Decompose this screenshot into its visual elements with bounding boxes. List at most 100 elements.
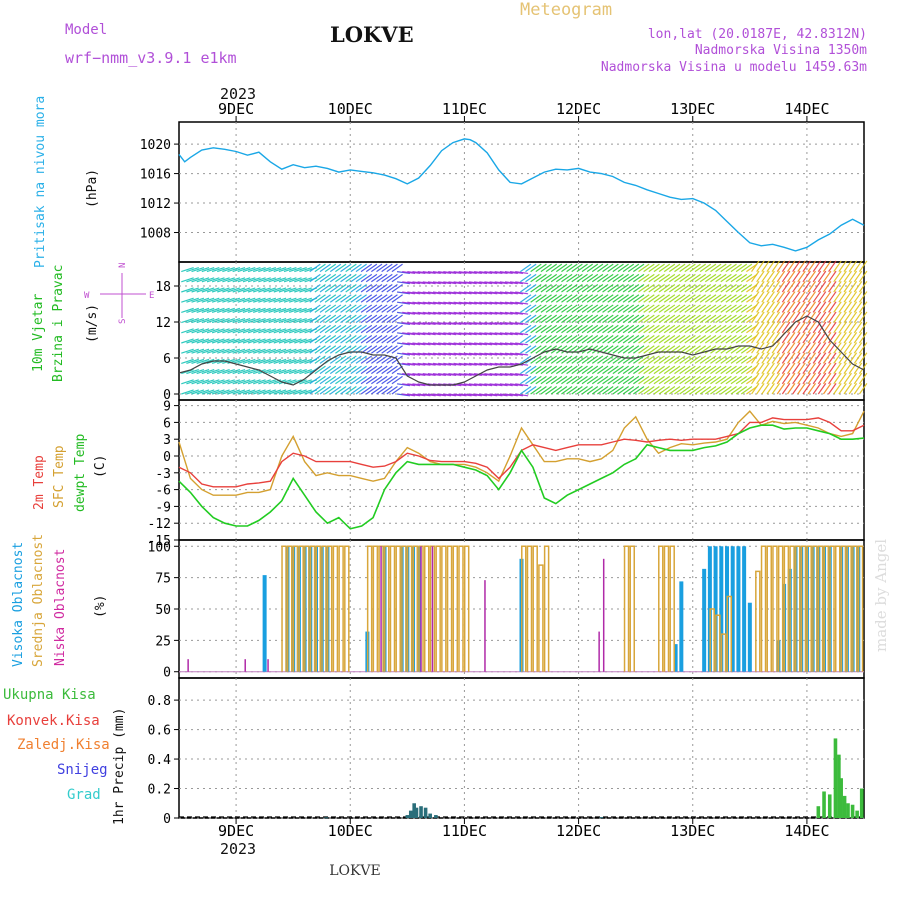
wind-arrow [663, 284, 676, 293]
wind-arrow [766, 362, 775, 374]
wind-arrow [756, 260, 765, 272]
wind-arrow [586, 284, 599, 293]
wind-arrow [766, 332, 775, 344]
wind-arrow [658, 304, 671, 313]
wind-arrow [561, 386, 573, 395]
dewpt-temp-line [178, 424, 865, 530]
wind-arrow [555, 335, 568, 344]
meteogram-title: Meteogram [520, 0, 612, 20]
wind-arrow [689, 314, 701, 324]
wind-arrow [468, 362, 482, 366]
wind-arrow [340, 386, 352, 395]
wind-arrow [376, 324, 388, 334]
wind-arrow [586, 365, 599, 375]
wind-arrow [730, 386, 742, 395]
wind-arrow [181, 267, 194, 273]
wind-arrow [828, 383, 837, 395]
wind-arrow [340, 365, 352, 375]
wind-arrow [550, 365, 563, 375]
wind-arrow [479, 301, 493, 305]
wind-arrow [581, 365, 594, 375]
wind-arrow [797, 281, 806, 293]
wind-arrow [699, 386, 712, 395]
wind-arrow [812, 291, 822, 303]
wind-arrow [186, 277, 199, 283]
wind-arrow [258, 389, 271, 395]
wind-arrow [181, 328, 194, 334]
wind-arrow [679, 284, 691, 293]
lonlat-label: lon,lat (20.0187E, 42.8312N) [648, 27, 867, 42]
cloud-bar-high [262, 575, 267, 672]
wind-arrow [355, 355, 367, 364]
wind-arrow [802, 352, 811, 364]
cloud-bar-mid [389, 545, 396, 672]
wind-arrow [684, 273, 696, 283]
wind-arrow [561, 365, 573, 375]
wind-arrow [612, 375, 624, 385]
wind-arrow [396, 281, 411, 285]
wind-arrow [474, 342, 488, 346]
wind-arrow [787, 332, 796, 344]
wind-arrow [653, 273, 665, 283]
wind-arrow [607, 284, 619, 293]
wind-arrow [828, 291, 837, 303]
wind-arrow [833, 260, 842, 272]
wind-arrow [391, 273, 403, 283]
wind-arrow [848, 301, 858, 313]
wind-arrow [776, 301, 786, 313]
wind-arrow [278, 277, 292, 283]
wind-arrow [674, 335, 686, 344]
wind-arrow [525, 294, 537, 303]
wind-arrow [545, 273, 558, 283]
wind-arrow [196, 277, 210, 283]
wind-arrow [314, 335, 326, 344]
wind-arrow [432, 291, 446, 295]
wind-arrow [710, 386, 722, 395]
top-date-label: 11DEC [442, 100, 487, 118]
wind-arrow [843, 270, 852, 283]
wind-arrow [643, 284, 655, 293]
wind-arrow [355, 284, 367, 293]
wind-arrow [776, 311, 786, 323]
wind-arrow [365, 386, 378, 395]
wind-arrow [206, 389, 220, 395]
wind-arrow [258, 369, 271, 375]
wind-arrow [432, 393, 446, 397]
wind-arrow [756, 383, 765, 395]
wind-arrow [335, 355, 347, 364]
wind-arrow [196, 389, 210, 395]
wind-arrow [448, 393, 462, 397]
wind-arrow [489, 281, 503, 285]
wind-arrow [268, 287, 282, 293]
wind-arrow [509, 332, 524, 336]
wind-arrow [345, 375, 357, 385]
wind-arrow [853, 321, 863, 334]
wind-arrow [273, 318, 287, 324]
wind-arrow [329, 324, 342, 334]
wind-arrow [258, 318, 271, 324]
wind-arrow [858, 291, 868, 303]
wind-arrow [386, 355, 398, 364]
cloud-bar-mid [669, 545, 675, 672]
wind-arrow [540, 335, 552, 344]
wind-arrow [658, 314, 671, 324]
wind-arrow [335, 375, 347, 385]
wind-arrow [612, 294, 624, 303]
wind-arrow [530, 375, 542, 385]
wind-arrow [674, 386, 686, 395]
wind-arrow [740, 365, 753, 375]
wind-arrow [412, 271, 426, 275]
wind-arrow [232, 389, 246, 395]
wind-arrow [427, 342, 441, 346]
wind-arrow [555, 386, 568, 395]
wind-arrow [365, 375, 378, 385]
wind-arrow [858, 342, 868, 354]
wind-arrow [715, 304, 727, 313]
wind-arrow [617, 273, 629, 283]
cloud-bar-mid [526, 545, 533, 672]
wind-arrow [489, 332, 503, 336]
wind-arrow [489, 291, 503, 295]
wind-arrow [817, 291, 827, 303]
wind-arrow [833, 352, 842, 364]
wind-arrow [689, 273, 701, 283]
